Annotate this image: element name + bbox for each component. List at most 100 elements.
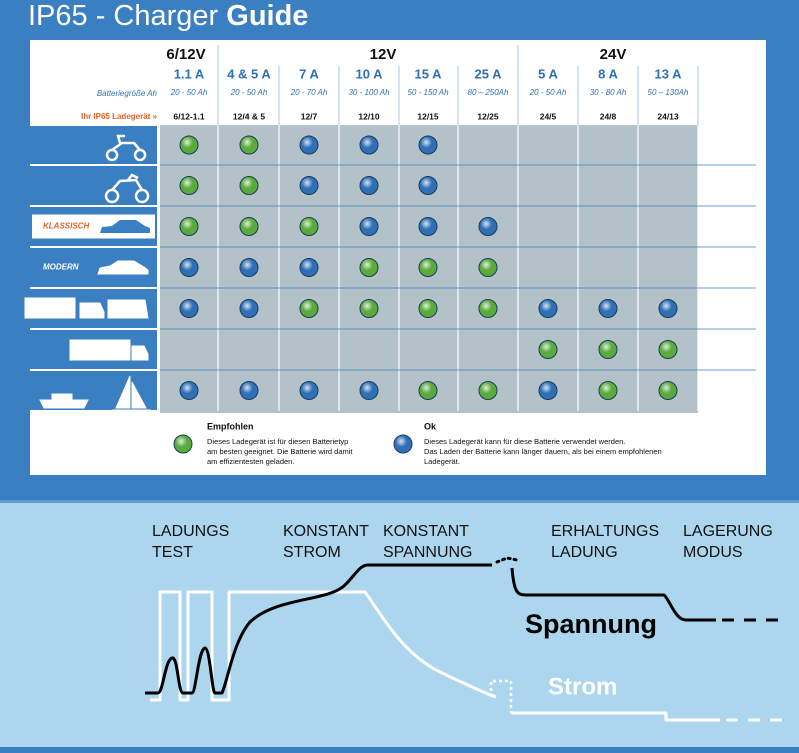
dot-gloss bbox=[300, 299, 318, 318]
amps: 15 A bbox=[415, 66, 443, 81]
dot-gloss bbox=[479, 258, 497, 277]
legend-text: Dieses Ladegerät ist für diesen Batterie… bbox=[207, 437, 348, 446]
phase-label: ERHALTUNGS bbox=[551, 523, 659, 540]
dot-gloss bbox=[360, 299, 378, 318]
capacity: 50 - 150 Ah bbox=[407, 88, 449, 97]
phase-label: LAGERUNG bbox=[683, 523, 773, 540]
capacity: 80 – 250Ah bbox=[468, 88, 509, 97]
voltage-dotted bbox=[495, 556, 519, 564]
model: 24/5 bbox=[540, 111, 557, 121]
vehicle-icon bbox=[104, 173, 150, 204]
dot-gloss bbox=[240, 176, 258, 195]
dot-gloss bbox=[419, 299, 437, 318]
amps: 4 & 5 A bbox=[227, 66, 271, 81]
current-label: Strom bbox=[548, 673, 617, 700]
phase-label: KONSTANT bbox=[383, 523, 469, 540]
dot-gloss bbox=[360, 381, 378, 400]
current-curve bbox=[150, 590, 497, 702]
dot-gloss bbox=[300, 258, 318, 277]
voltage-label: Spannung bbox=[525, 609, 657, 639]
divider bbox=[0, 500, 799, 503]
model: 12/4 & 5 bbox=[233, 111, 265, 121]
capacity: 20 - 50 Ah bbox=[230, 88, 268, 97]
capacity: 20 - 50 Ah bbox=[529, 88, 567, 97]
capacity: 50 – 130Ah bbox=[648, 88, 689, 97]
model-label: Ihr IP65 Ladegerät » bbox=[81, 112, 158, 121]
dot-gloss bbox=[360, 176, 378, 195]
amps: 10 A bbox=[356, 66, 384, 81]
voltage-group: 12V bbox=[370, 46, 397, 63]
dot-gloss bbox=[479, 299, 497, 318]
dot-gloss bbox=[419, 217, 437, 236]
dot-gloss bbox=[300, 381, 318, 400]
title: IP65 - Charger Guide bbox=[28, 0, 308, 32]
dot-gloss bbox=[240, 217, 258, 236]
dot-gloss bbox=[419, 258, 437, 277]
model: 24/8 bbox=[600, 111, 617, 121]
dot-gloss bbox=[180, 299, 198, 318]
amps: 25 A bbox=[475, 66, 503, 81]
phase-label: MODUS bbox=[683, 544, 743, 561]
legend-title: Ok bbox=[424, 421, 437, 431]
dot-gloss bbox=[180, 381, 198, 400]
vehicle-icon bbox=[24, 297, 149, 319]
dot-gloss bbox=[300, 217, 318, 236]
dot-gloss bbox=[479, 381, 497, 400]
dot-gloss bbox=[599, 340, 617, 359]
dot-gloss bbox=[180, 217, 198, 236]
vehicle-icon bbox=[39, 375, 152, 415]
capacity: 30 - 80 Ah bbox=[590, 88, 627, 97]
amps: 8 A bbox=[598, 66, 618, 81]
dot-gloss bbox=[419, 381, 437, 400]
phase-label: SPANNUNG bbox=[383, 544, 473, 561]
voltage-float bbox=[510, 567, 716, 622]
dot-gloss bbox=[479, 217, 497, 236]
bottom-background bbox=[0, 500, 799, 753]
model: 12/10 bbox=[358, 111, 380, 121]
dot-gloss bbox=[659, 340, 677, 359]
capacity-label: Batteriegröße Ah bbox=[97, 89, 158, 98]
dot-gloss bbox=[240, 299, 258, 318]
dot-gloss bbox=[394, 435, 412, 453]
capacity: 30 - 100 Ah bbox=[348, 88, 390, 97]
amps: 5 A bbox=[538, 66, 558, 81]
capacity: 20 - 50 Ah bbox=[170, 88, 208, 97]
dot-gloss bbox=[240, 136, 258, 154]
dot-gloss bbox=[180, 136, 198, 154]
dot-gloss bbox=[419, 176, 437, 195]
legend-title: Empfohlen bbox=[207, 421, 254, 431]
current-dotted bbox=[489, 679, 513, 713]
dot-gloss bbox=[300, 176, 318, 195]
current-float bbox=[511, 711, 720, 722]
capacity: 20 - 70 Ah bbox=[290, 88, 328, 97]
phase-label: LADUNGS bbox=[152, 523, 229, 540]
phase-label: KONSTANT bbox=[283, 523, 369, 540]
vehicle-icon bbox=[97, 260, 149, 275]
voltage-group: 24V bbox=[600, 46, 627, 63]
phase-label: LADUNG bbox=[551, 544, 618, 561]
dot-gloss bbox=[360, 217, 378, 236]
row-label: MODERN bbox=[43, 263, 79, 272]
dot-gloss bbox=[180, 258, 198, 277]
dot-gloss bbox=[240, 258, 258, 277]
phase-label: TEST bbox=[152, 544, 193, 561]
phase-label: STROM bbox=[283, 544, 341, 561]
legend-text: Ladegerät. bbox=[424, 457, 460, 466]
amps: 1.1 A bbox=[174, 66, 205, 81]
model: 6/12-1.1 bbox=[173, 111, 204, 121]
model: 12/25 bbox=[477, 111, 499, 121]
model: 12/15 bbox=[417, 111, 439, 121]
amps: 7 A bbox=[299, 66, 319, 81]
title-bold: Guide bbox=[226, 0, 308, 32]
dot-gloss bbox=[539, 381, 557, 400]
vehicle-icon bbox=[69, 339, 149, 361]
dot-gloss bbox=[539, 340, 557, 359]
dot-gloss bbox=[240, 381, 258, 400]
model: 12/7 bbox=[301, 111, 318, 121]
dot-gloss bbox=[360, 136, 378, 154]
row-label: KLASSISCH bbox=[43, 222, 89, 231]
vehicle-icon bbox=[100, 220, 150, 233]
dot-gloss bbox=[174, 435, 192, 453]
legend-text: Das Laden der Batterie kann länger dauer… bbox=[424, 447, 662, 456]
